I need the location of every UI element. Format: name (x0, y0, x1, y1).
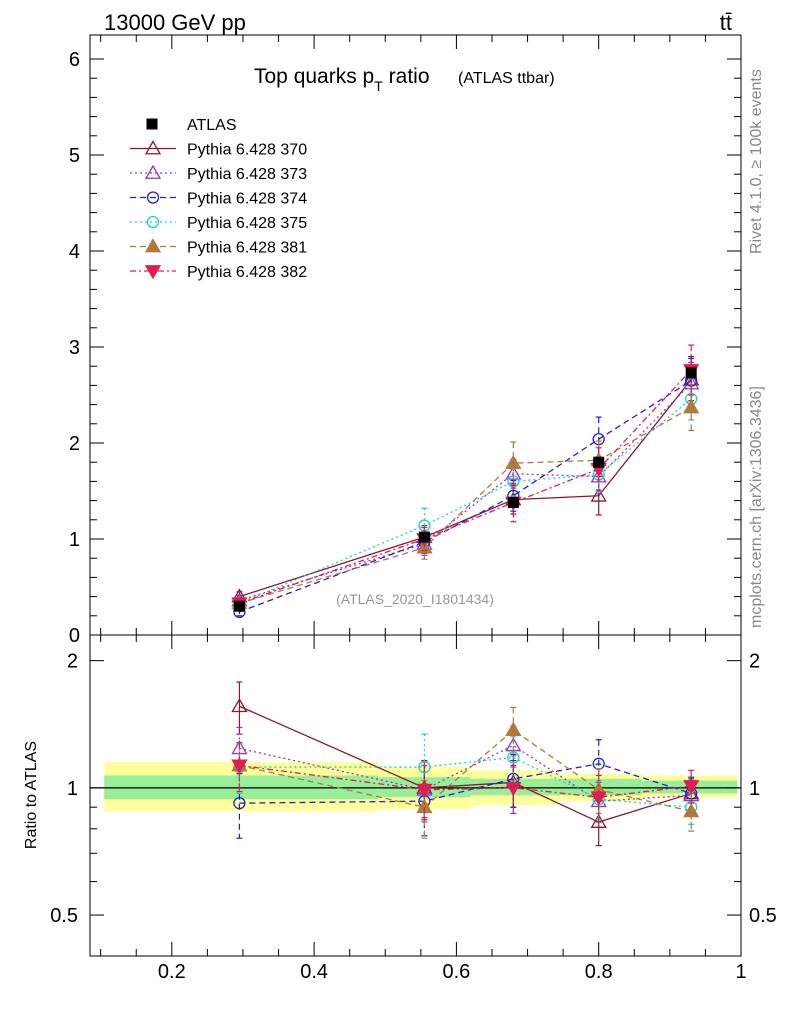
chart-title-subscript: T (374, 78, 383, 94)
ratio-y-tick-label: 2 (67, 651, 78, 673)
main-series-4-marker (683, 399, 700, 414)
legend-label: Pythia 6.428 374 (187, 191, 307, 208)
chart-title-main: Top quarks p (254, 65, 374, 88)
energy-label: 13000 GeV pp (104, 10, 246, 35)
x-tick-label: 0.8 (585, 961, 613, 983)
ratio-y-tick-label-right: 0.5 (749, 905, 777, 927)
main-y-tick-label: 1 (69, 529, 80, 551)
ratio-y-tick-label: 1 (67, 778, 78, 800)
ratio-series-2-marker (233, 797, 246, 810)
ratio-series-5-marker (590, 791, 607, 806)
ratio-series-4-line (239, 729, 692, 812)
ratio-uncertainty-bands (90, 762, 741, 812)
ratio-series-5-marker (683, 780, 700, 795)
ratio-series-5-marker (231, 759, 248, 774)
rivet-version-label: Rivet 4.1.0, ≥ 100k events (748, 69, 765, 254)
main-series-group (231, 344, 700, 619)
x-tick-label: 1 (735, 961, 746, 983)
main-y-tick-label: 0 (69, 625, 80, 647)
ratio-x-axis: 0.2 0.4 0.6 0.8 1 (100, 635, 747, 983)
main-y-tick-label: 5 (69, 145, 80, 167)
ratio-series-2-line (239, 763, 692, 804)
ratio-series-4-marker (505, 721, 522, 736)
main-series-1-marker (590, 468, 607, 483)
mcplots-label: mcplots.cern.ch [arXiv:1306.3436] (748, 386, 765, 628)
process-label: tt̄ (720, 10, 732, 35)
chart-title-tail: ratio (383, 65, 430, 88)
ratio-y-tick-label-right: 2 (749, 651, 760, 673)
legend-atlas-label: ATLAS (187, 117, 237, 134)
ratio-panel: 0.5 0.5 1 1 2 2 0.2 0.4 0.6 0.8 1 Ratio to ATLAS (23, 634, 777, 983)
legend-label: Pythia 6.428 373 (187, 166, 307, 183)
legend-marker (146, 215, 160, 229)
atlas-data-marker (507, 497, 519, 509)
atlas-data-marker (233, 600, 245, 612)
main-y-tick-label: 4 (69, 241, 80, 263)
legend-marker (144, 265, 162, 280)
main-series-5-line (239, 369, 692, 604)
ratio-y-tick-label: 0.5 (50, 905, 78, 927)
main-series-2-line (239, 380, 692, 613)
main-series-4-marker (505, 454, 522, 470)
legend-label: Pythia 6.428 375 (187, 215, 307, 232)
main-x-ticks (100, 35, 742, 635)
atlas-data-marker (593, 456, 605, 468)
ratio-series-1-line (239, 744, 692, 802)
ratio-series-group (231, 681, 700, 847)
x-tick-label: 0.4 (300, 961, 328, 983)
legend-atlas-marker (146, 118, 158, 130)
main-y-tick-label: 3 (69, 337, 80, 359)
analysis-id-label: (ATLAS_2020_I1801434) (336, 591, 494, 607)
atlas-data-marker (418, 531, 430, 543)
main-y-tick-label: 2 (69, 433, 80, 455)
x-tick-label: 0.6 (443, 961, 471, 983)
ratio-series-0-marker (590, 813, 607, 828)
chart-title: Top quarks pT ratio (254, 65, 430, 94)
main-y-axis: 0 1 2 3 4 5 6 (69, 49, 741, 647)
main-y-tick-label: 6 (69, 49, 80, 71)
ratio-series-3-line (239, 756, 692, 808)
ratio-y-tick-label-right: 1 (749, 778, 760, 800)
ratio-series-5-marker (505, 781, 522, 797)
ratio-series-4-marker (683, 802, 700, 818)
legend-marker (144, 140, 162, 155)
atlas-data-marker (685, 367, 697, 379)
main-series-1-line (239, 383, 692, 602)
ratio-series-0-marker (231, 697, 248, 713)
main-panel: 0 1 2 3 4 5 6 Top quarks pT ratio (ATLAS ttbar… (69, 34, 742, 647)
ratio-frame (89, 634, 742, 957)
ratio-y-axis: 0.5 0.5 1 1 2 2 (50, 651, 777, 927)
main-series-0-marker (590, 487, 607, 502)
chart-title-small: (ATLAS ttbar) (458, 70, 555, 87)
legend-marker (146, 191, 160, 204)
legend-marker (144, 238, 162, 253)
legend: ATLAS Pythia 6.428 370 Pythia 6.428 373 Pyt… (130, 117, 307, 281)
ratio-series-3-marker (418, 760, 431, 774)
legend-marker (144, 164, 162, 179)
legend-label: Pythia 6.428 382 (187, 264, 307, 281)
x-tick-label: 0.2 (158, 961, 186, 983)
ratio-series-5-marker (416, 783, 433, 799)
main-series-0-line (239, 379, 692, 598)
legend-label: Pythia 6.428 381 (187, 240, 307, 257)
legend-label: Pythia 6.428 370 (187, 142, 307, 159)
ratio-y-label: Ratio to ATLAS (23, 741, 40, 849)
main-series-3-line (239, 398, 692, 604)
